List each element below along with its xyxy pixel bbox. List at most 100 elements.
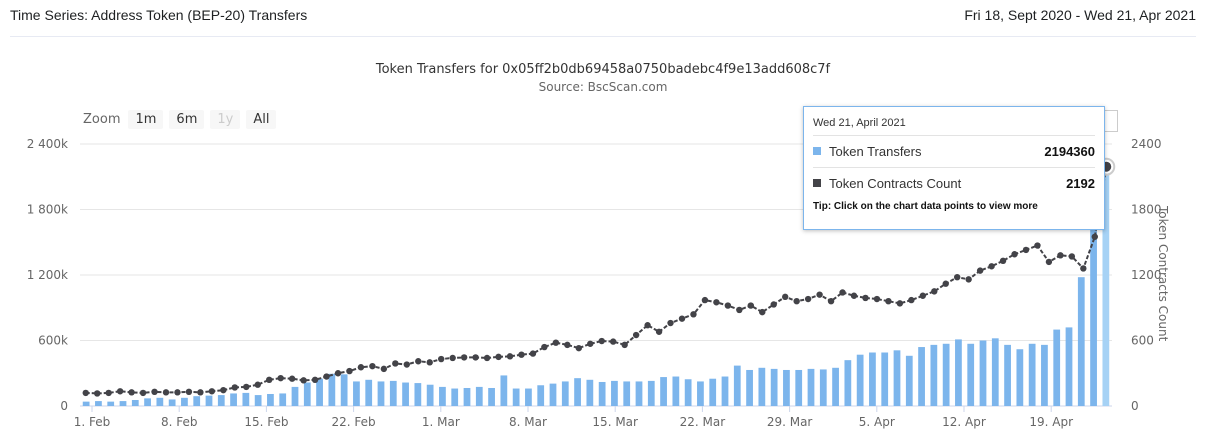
point-token-contracts-count <box>151 388 158 396</box>
bar-token-transfers <box>611 380 618 406</box>
y-axis-right-title: Token Contracts Count <box>1156 206 1170 342</box>
date-range: Fri 18, Sept 2020 - Wed 21, Apr 2021 <box>964 7 1196 23</box>
point-token-contracts-count <box>770 301 777 308</box>
point-token-contracts-count <box>506 353 514 360</box>
bar-token-transfers <box>684 379 692 406</box>
point-token-contracts-count <box>415 358 422 365</box>
point-token-contracts-count <box>1068 253 1076 260</box>
point-token-contracts-count <box>483 354 491 362</box>
y-tick-label-left: 1 800k <box>27 203 68 217</box>
bar-token-transfers <box>918 347 925 406</box>
point-token-contracts-count <box>896 300 904 307</box>
bar-token-transfers <box>463 387 471 406</box>
bar-token-transfers <box>512 388 520 406</box>
point-token-contracts-count <box>300 377 307 384</box>
bar-token-transfers <box>561 381 569 406</box>
point-token-contracts-count <box>116 388 124 395</box>
chart-header: Time Series: Address Token (BEP-20) Tran… <box>0 0 1206 37</box>
y-tick-label-right: 1200 <box>1131 268 1162 282</box>
point-token-contracts-count <box>1011 251 1018 258</box>
point-token-contracts-count <box>311 376 319 383</box>
tooltip-divider <box>813 167 1095 168</box>
point-token-contracts-count <box>185 388 193 396</box>
bar-token-transfers <box>635 381 643 406</box>
bar-token-transfers <box>279 393 287 406</box>
point-token-contracts-count <box>862 294 869 302</box>
y-tick-label-left: 2 400k <box>27 137 68 151</box>
point-token-contracts-count <box>1091 233 1099 240</box>
bar-token-transfers <box>181 397 188 406</box>
zoom-all-button[interactable]: All <box>246 110 277 129</box>
bar-token-transfers <box>942 343 950 406</box>
point-token-contracts-count <box>1080 265 1087 272</box>
zoom-label: Zoom <box>83 112 121 127</box>
bar-token-transfers <box>598 381 606 406</box>
bar-token-transfers <box>340 374 348 406</box>
bar-token-transfers <box>1077 277 1085 406</box>
bar-token-transfers <box>1041 344 1048 406</box>
point-token-contracts-count <box>587 340 594 347</box>
point-token-contracts-count <box>610 338 617 345</box>
contracts-swatch <box>813 179 821 187</box>
point-token-contracts-count <box>380 365 388 373</box>
bar-token-transfers <box>819 369 827 406</box>
x-tick-label: 1. Mar <box>422 415 460 429</box>
point-token-contracts-count <box>873 295 881 303</box>
bar-token-transfers <box>844 360 852 406</box>
bar-token-transfers <box>451 388 459 406</box>
bar-token-transfers <box>291 386 299 406</box>
point-token-contracts-count <box>495 353 502 361</box>
point-token-contracts-count <box>346 367 353 375</box>
bar-token-transfers <box>574 378 581 406</box>
bar-token-transfers <box>1016 349 1024 406</box>
bar-token-transfers <box>1090 221 1097 406</box>
bar-token-transfers <box>709 378 717 406</box>
x-tick-label: 15. Mar <box>592 415 638 429</box>
point-token-contracts-count <box>243 383 250 391</box>
zoom-1m-button[interactable]: 1m <box>128 110 164 129</box>
bar-token-transfers <box>623 381 631 406</box>
point-token-contracts-count <box>438 355 445 363</box>
bar-token-transfers <box>488 387 495 406</box>
point-token-contracts-count <box>288 375 296 382</box>
point-token-contracts-count <box>357 364 365 371</box>
bar-token-transfers <box>893 350 901 406</box>
point-token-contracts-count <box>277 374 284 382</box>
x-tick-label: 1. Feb <box>74 415 111 429</box>
bar-token-transfers <box>905 355 913 406</box>
x-tick-label: 12. Apr <box>942 415 986 429</box>
point-token-contracts-count <box>162 389 170 396</box>
bar-token-transfers <box>205 395 213 406</box>
bar-token-transfers <box>1102 166 1110 406</box>
bar-token-transfers <box>586 379 594 406</box>
zoom-6m-button[interactable]: 6m <box>169 110 205 129</box>
bar-token-transfers <box>168 399 176 406</box>
point-token-contracts-count <box>667 319 674 327</box>
point-token-contracts-count <box>392 360 399 367</box>
point-token-contracts-count <box>174 389 181 396</box>
point-token-contracts-count <box>965 276 972 283</box>
tooltip-value-contracts: 2192 <box>1066 176 1095 191</box>
zoom-1y-button: 1y <box>210 110 241 129</box>
bar-token-transfers <box>353 381 360 406</box>
point-token-contracts-count <box>541 343 548 351</box>
point-token-contracts-count <box>690 311 697 318</box>
bar-token-transfers <box>660 377 667 406</box>
header-divider <box>10 36 1196 37</box>
point-token-contracts-count <box>839 289 846 296</box>
point-token-contracts-count <box>850 292 858 299</box>
bar-token-transfers <box>156 397 164 406</box>
point-token-contracts-count <box>931 288 938 295</box>
bar-token-transfers <box>217 395 225 406</box>
bar-token-transfers <box>144 398 151 406</box>
bar-token-transfers <box>402 382 409 406</box>
bar-token-transfers <box>881 352 889 406</box>
bar-token-transfers <box>856 354 864 406</box>
range-input-stub[interactable] <box>1103 110 1118 132</box>
bar-token-transfers <box>230 393 237 406</box>
point-token-contracts-count <box>334 370 342 377</box>
x-tick-label: 29. Mar <box>767 415 813 429</box>
bar-token-transfers <box>414 383 422 406</box>
y-tick-label-left: 1 200k <box>27 268 68 282</box>
